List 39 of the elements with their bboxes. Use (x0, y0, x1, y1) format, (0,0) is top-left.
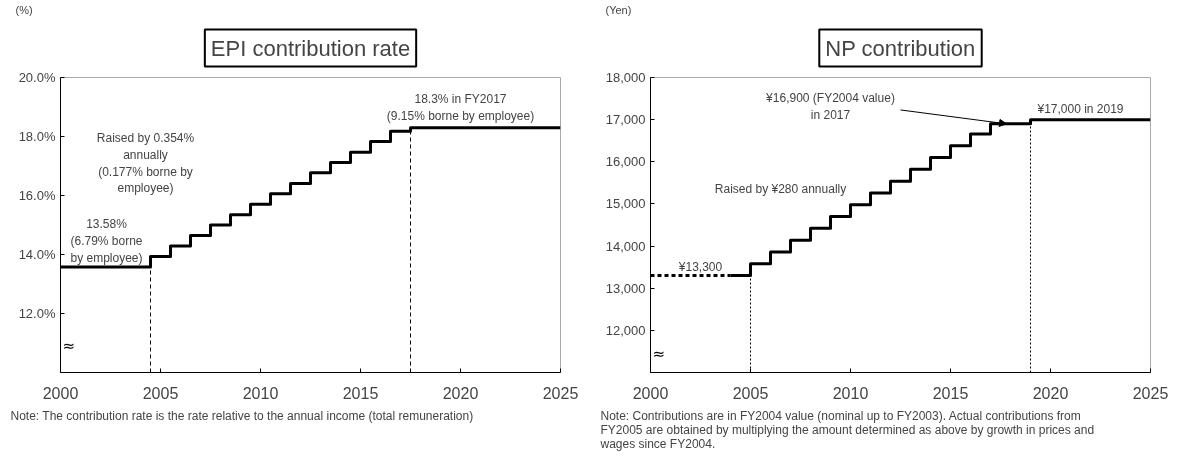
y-tick-label: 12,000 (605, 322, 646, 338)
y-tick-label: 12.0% (18, 306, 56, 321)
y-tick-label: 16,000 (605, 154, 646, 170)
y-axis-title: (Yen) (605, 3, 632, 16)
annotation: Raised by 0.354% annually (0.177% borne by employee) (96, 131, 195, 196)
x-tick-label: 2005 (142, 384, 179, 402)
y-tick-label: 18.0% (18, 129, 56, 144)
annotation: ¥16,900 (FY2004 value) in 2017 (765, 90, 895, 122)
annotation: 13.58% (6.79% borne by employee) (70, 217, 143, 265)
y-axis-title: (%) (15, 3, 33, 16)
y-tick-label: 15,000 (605, 196, 646, 212)
annotation: ≈ (62, 336, 76, 355)
x-tick-label: 2015 (932, 384, 969, 402)
y-tick-label: 13,000 (605, 280, 646, 296)
y-tick-label: 16.0% (18, 188, 56, 203)
annotation: ¥13,300 (677, 259, 723, 274)
x-tick-label: 2025 (542, 384, 579, 402)
text: Note: Contributions are in FY2004 value (nominal up to FY2003). Actual contributions from FY2005 are obtained by multiplying the amount determined as above by growth in prices and wages since FY2004. (599, 408, 1095, 451)
x-tick-label: 2025 (1132, 384, 1169, 402)
x-tick-label: 2005 (732, 384, 769, 402)
annotation: 18.3% in FY2017 (9.15% borne by employee) (386, 92, 535, 124)
x-tick-label: 2000 (632, 384, 669, 402)
y-tick-label: 14,000 (605, 238, 646, 254)
x-tick-label: 2000 (42, 384, 79, 402)
x-tick-label: 2010 (832, 384, 869, 402)
chart-title: NP contribution (825, 35, 976, 61)
y-tick-label: 18,000 (605, 70, 646, 85)
x-tick-label: 2020 (442, 384, 479, 402)
x-tick-label: 2015 (342, 384, 379, 402)
y-tick-label: 14.0% (18, 247, 56, 262)
annotation: ¥17,000 in 2019 (1036, 101, 1124, 116)
text: Note: The contribution rate is the rate relative to the annual income (total remuneration) (10, 408, 474, 423)
x-tick-label: 2020 (1032, 384, 1069, 402)
annotation: ≈ (652, 344, 666, 363)
chart-title: EPI contribution rate (210, 35, 411, 61)
y-tick-label: 20.0% (18, 70, 56, 85)
y-tick-label: 17,000 (605, 112, 646, 128)
annotation: Raised by ¥280 annually (714, 181, 847, 196)
x-tick-label: 2010 (242, 384, 279, 402)
